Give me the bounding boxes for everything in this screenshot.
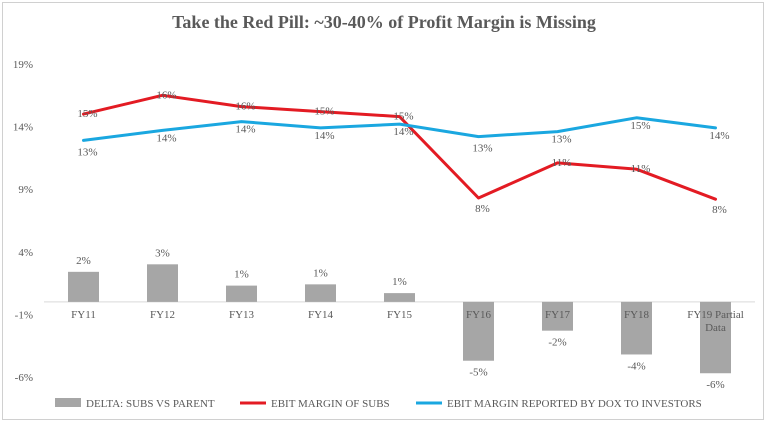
bar-data-label: 2% xyxy=(76,255,91,267)
legend-swatch-bar xyxy=(55,398,81,407)
bar-fy17 xyxy=(542,301,573,331)
line-data-label: 8% xyxy=(475,203,490,215)
y-tick-label: 4% xyxy=(18,247,33,259)
bar-fy13 xyxy=(226,285,257,302)
x-axis: FY11 FY12 FY13 FY14 FY15 FY16 FY17 FY18 FY19 Par… xyxy=(71,309,744,334)
bar-fy12 xyxy=(147,264,178,302)
y-axis: 19% 14% 9% 4% -1% -6% xyxy=(13,59,33,384)
y-tick-label: -6% xyxy=(15,372,33,384)
x-tick-label: FY15 xyxy=(387,309,413,321)
bar-data-label: -2% xyxy=(548,337,566,349)
y-tick-label: 19% xyxy=(13,59,33,71)
bar-data-label: -6% xyxy=(706,379,724,391)
line-data-label: 13% xyxy=(551,134,571,146)
chart-title: Take the Red Pill: ~30-40% of Profit Mar… xyxy=(172,12,596,32)
line-ebit-margin-subs xyxy=(82,93,717,201)
x-tick-label: FY11 xyxy=(71,309,96,321)
x-tick-label-line: FY19 Partial xyxy=(687,309,744,321)
x-tick-label: FY14 xyxy=(308,309,334,321)
line-data-label: 14% xyxy=(235,124,255,136)
y-tick-label: 9% xyxy=(18,184,33,196)
line-data-label: 11% xyxy=(552,157,572,169)
bar-series-delta xyxy=(68,264,731,374)
bar-data-label: -4% xyxy=(627,360,645,372)
bar-fy14 xyxy=(305,284,336,302)
bar-fy15 xyxy=(384,293,415,302)
bar-data-label: -5% xyxy=(469,367,487,379)
bar-fy19-partial-data xyxy=(700,301,731,374)
line-data-label: 8% xyxy=(712,204,727,216)
bar-data-label: 1% xyxy=(313,267,328,279)
line-data-label: 13% xyxy=(77,146,97,158)
legend: DELTA: SUBS VS PARENT EBIT MARGIN OF SUBS… xyxy=(55,398,702,410)
x-tick-label-line: Data xyxy=(705,322,726,334)
y-tick-label: -1% xyxy=(15,309,33,321)
line-data-label: 16% xyxy=(235,101,255,113)
y-tick-label: 14% xyxy=(13,122,33,134)
line-data-label: 14% xyxy=(393,126,413,138)
bar-fy11 xyxy=(68,271,99,302)
x-tick-label: FY13 xyxy=(229,309,255,321)
x-tick-label: FY19 Partial Data xyxy=(687,309,744,334)
bar-fy16 xyxy=(463,301,494,361)
x-tick-label: FY12 xyxy=(150,309,175,321)
bar-fy18 xyxy=(621,301,652,355)
x-tick-label: FY18 xyxy=(624,309,650,321)
line-data-label: 16% xyxy=(156,89,176,101)
line-data-label: 15% xyxy=(314,106,334,118)
data-label-layer: 2% 3% 1% 1% 1% -5% -2% -4% -6% 15% 16% 16% 15% 15% 8% 1… xyxy=(76,89,729,391)
bar-data-label: 1% xyxy=(392,276,407,288)
line-data-label: 11% xyxy=(631,163,651,175)
line-ebit-margin-reported xyxy=(82,116,717,142)
line-data-label: 14% xyxy=(709,130,729,142)
x-tick-label: FY17 xyxy=(545,309,571,321)
bar-data-label: 3% xyxy=(155,247,170,259)
line-data-label: 15% xyxy=(393,111,413,123)
legend-item-label: EBIT MARGIN REPORTED BY DOX TO INVESTORS xyxy=(447,398,702,410)
legend-item-label: DELTA: SUBS VS PARENT xyxy=(86,398,215,410)
line-data-label: 15% xyxy=(77,108,97,120)
x-tick-label: FY16 xyxy=(466,309,492,321)
line-data-label: 15% xyxy=(630,120,650,132)
line-data-label: 14% xyxy=(314,130,334,142)
line-data-label: 13% xyxy=(472,143,492,155)
line-data-label: 14% xyxy=(156,132,176,144)
line-series-layer xyxy=(82,93,717,201)
bar-data-label: 1% xyxy=(234,269,249,281)
legend-item-label: EBIT MARGIN OF SUBS xyxy=(271,398,390,410)
